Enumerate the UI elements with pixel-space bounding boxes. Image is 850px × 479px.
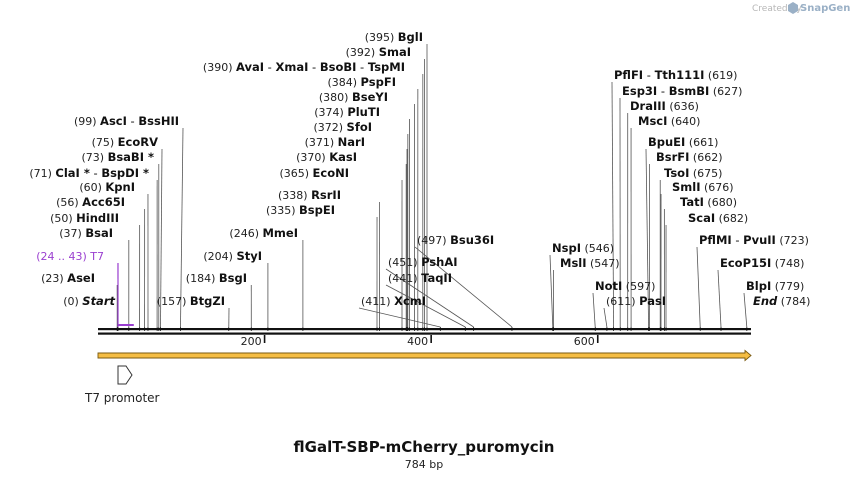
site-label[interactable]: PflMI - PvuII (723) [699,233,809,247]
orf-arrow-shape [97,349,752,362]
axis-tick-label: 400 [407,335,428,348]
site-label[interactable]: (384) PspFI [327,75,396,89]
t7-promoter-arrow-icon [117,365,133,385]
site-label[interactable]: (395) BglI [365,30,423,44]
site-labels: (0) Start (23) AseI (24 .. 43) T7 (37) BsaI… [29,30,810,308]
site-label[interactable]: (73) BsaBI * [81,150,154,164]
site-leader-line [414,246,513,328]
site-leader-line [611,81,614,328]
site-leader-line [603,307,608,328]
t7-promoter-label: T7 promoter [84,391,160,405]
site-label[interactable]: BlpI (779) [746,279,804,293]
site-label[interactable]: (99) AscI - BssHII [74,114,179,128]
site-label[interactable]: (365) EcoNI [279,166,349,180]
site-label[interactable]: (75) EcoRV [92,135,159,149]
site-leader-line [385,268,474,328]
site-label[interactable]: (451) PshAI [388,255,458,269]
site-label[interactable]: (372) SfoI [313,120,372,134]
site-label[interactable]: ScaI (682) [688,211,748,225]
site-label[interactable]: (50) HindIII [50,211,119,225]
axis-ticks: 200 400 600 [116,324,748,348]
site-label[interactable]: (184) BsgI [186,271,247,285]
t7-promoter-feature: T7 promoter [84,365,160,405]
site-label[interactable]: (411) XcmI [361,294,426,308]
site-leader-line [160,148,163,328]
site-label[interactable]: End (784) [753,294,810,308]
site-label[interactable]: NspI (546) [552,241,614,255]
site-label[interactable]: (370) KasI [296,150,357,164]
site-label[interactable]: BsrFI (662) [656,150,723,164]
axis-tick-label: 200 [241,335,262,348]
site-label[interactable]: (246) MmeI [229,226,298,240]
site-label[interactable]: (24 .. 43) T7 [36,250,104,263]
plasmid-length: 784 bp [405,458,443,471]
site-label[interactable]: (380) BseYI [319,90,388,104]
t7-primer-bar [117,324,134,326]
site-label[interactable]: Esp3I - BsmBI (627) [622,84,742,98]
site-label[interactable]: (611) PasI [606,294,666,308]
site-leader-line [696,246,701,328]
site-label[interactable]: (497) Bsu36I [417,233,494,247]
site-leader-line [180,127,184,328]
site-label[interactable]: (335) BspEI [266,203,335,217]
credit-brand: SnapGene [800,3,850,14]
site-label[interactable]: TsoI (675) [664,166,722,180]
site-label[interactable]: EcoP15I (748) [720,256,804,270]
site-label[interactable]: (204) StyI [203,249,262,263]
credit-text: Created by [752,4,802,14]
site-label[interactable]: (56) Acc65I [56,195,125,209]
site-leader-lines [116,44,748,328]
site-leader-line [592,292,596,328]
sequence-backbone-bottom [98,332,751,335]
site-label[interactable]: MslI (547) [560,256,620,270]
site-label[interactable]: (441) TaqII [388,271,452,285]
site-label[interactable]: PflFI - Tth111I (619) [614,68,737,82]
site-label[interactable]: TatI (680) [680,195,737,209]
site-leader-line [645,148,649,328]
site-label[interactable]: (60) KpnI [79,180,135,194]
site-label[interactable]: (338) RsrII [278,188,341,202]
site-label[interactable]: (157) BtgZI [157,294,225,308]
site-leader-line [743,292,748,328]
site-label[interactable]: BpuEI (661) [648,135,718,149]
site-label[interactable]: NotI (597) [595,279,655,293]
site-label[interactable]: DraIII (636) [630,99,699,113]
site-label[interactable]: (71) ClaI * - BspDI * [29,166,149,180]
site-leader-line [358,307,441,328]
site-leader-line [717,269,722,328]
site-label[interactable]: (374) PluTI [314,105,380,119]
site-label[interactable]: (371) NarI [305,135,365,149]
site-label[interactable]: (392) SmaI [346,45,411,59]
axis-tick-label: 600 [574,335,595,348]
site-label[interactable]: (37) BsaI [59,226,113,240]
site-leader-line [385,284,466,328]
plasmid-title: flGalT-SBP-mCherry_puromycin [294,438,555,456]
site-label[interactable]: (390) AvaI - XmaI - BsoBI - TspMI [203,60,405,74]
snapgene-logo-icon [788,2,798,14]
site-label[interactable]: (23) AseI [41,271,95,285]
orf-arrow [97,349,752,362]
site-leader-line [549,254,554,328]
site-label[interactable]: SmlI (676) [672,180,734,194]
site-label[interactable]: (0) Start [63,294,115,308]
site-label[interactable]: MscI (640) [638,114,700,128]
